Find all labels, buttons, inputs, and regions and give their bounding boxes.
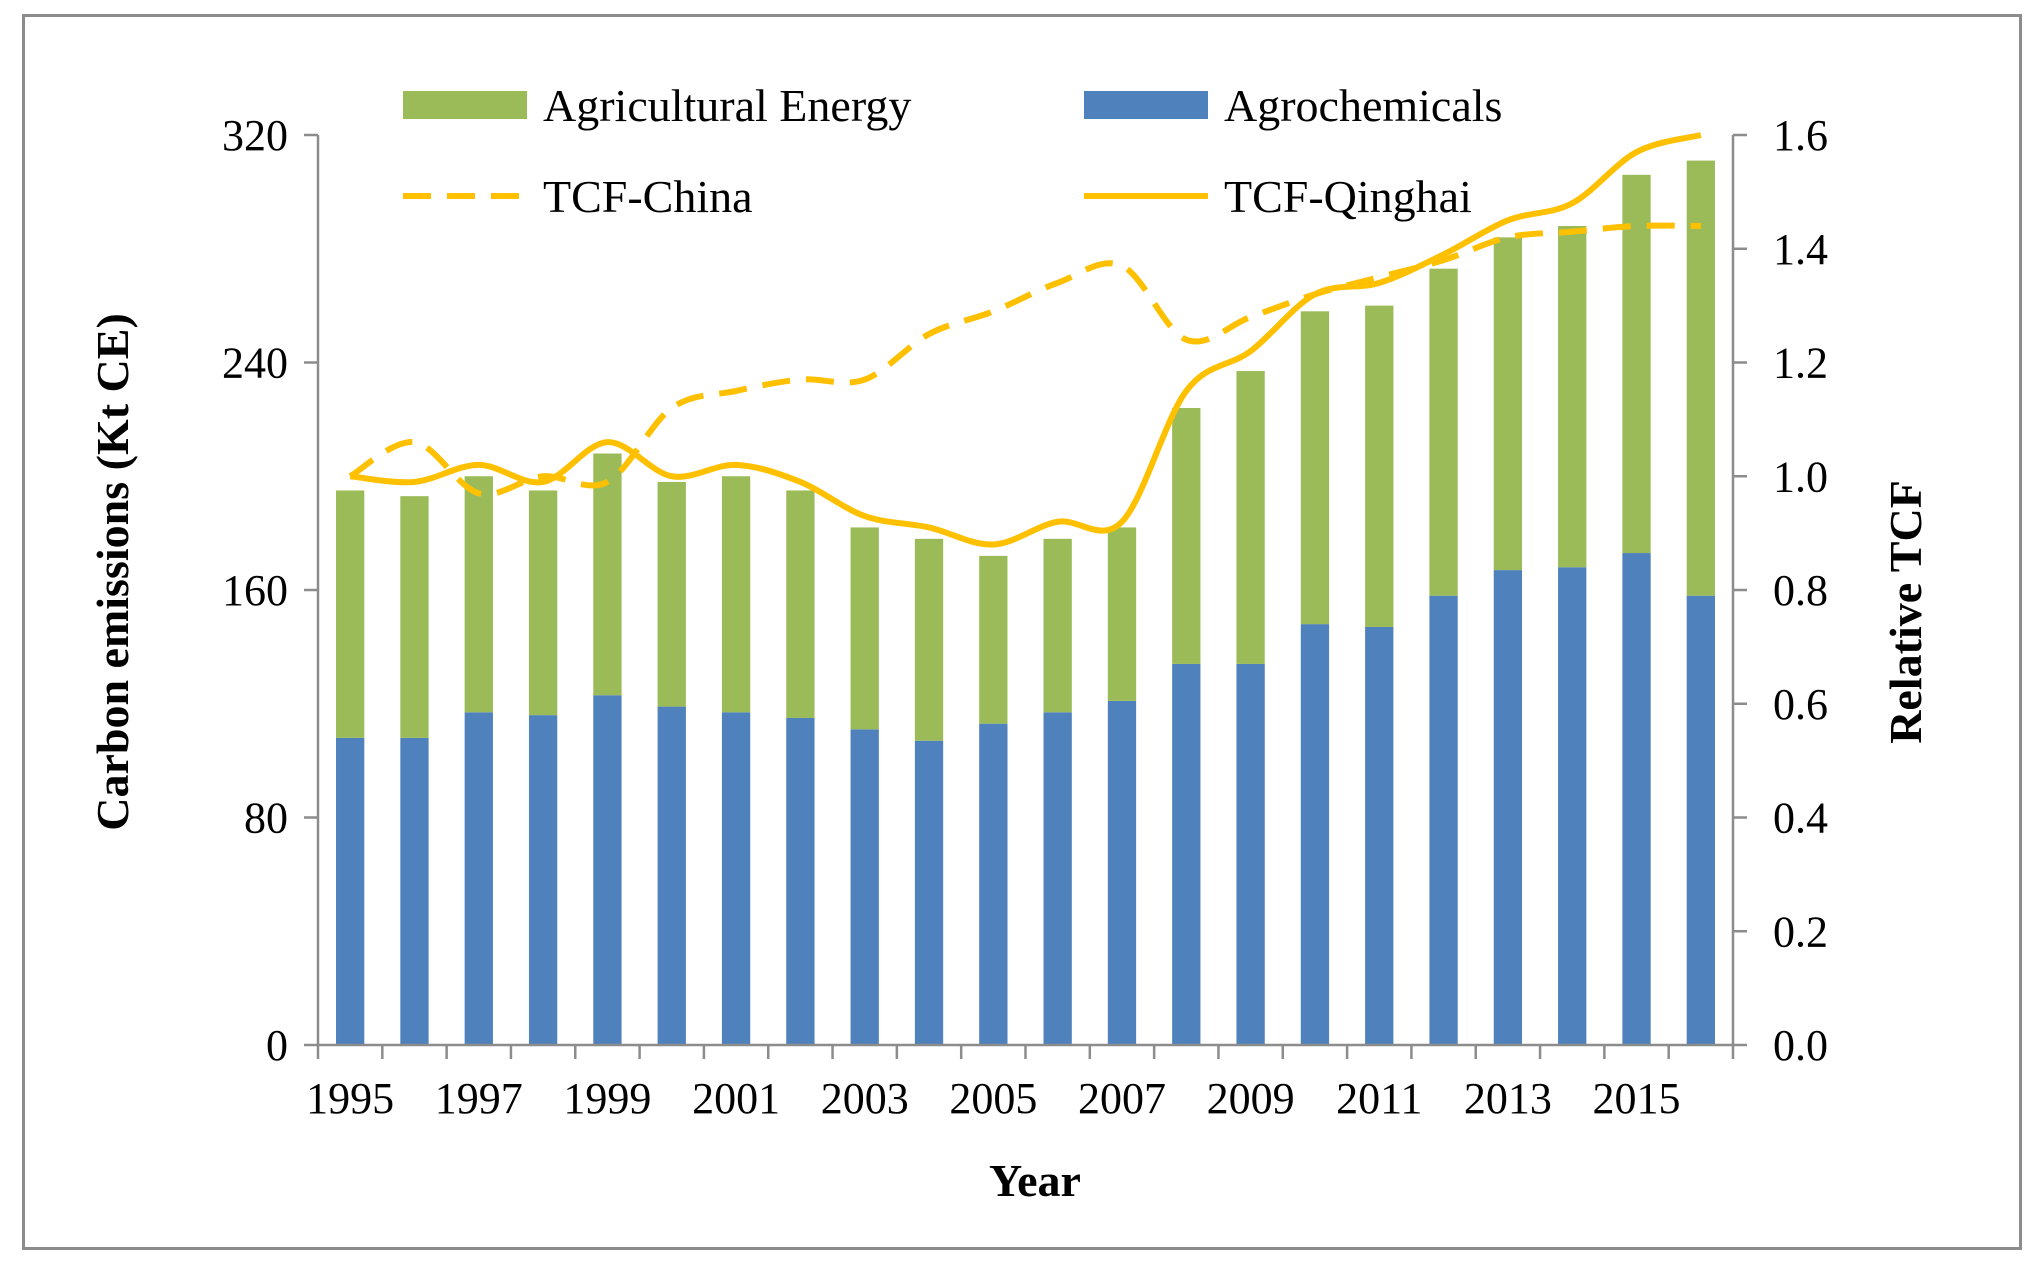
x-tick-label-2001: 2001 [692, 1074, 780, 1123]
bar-agrochemicals-1996 [400, 737, 429, 1045]
bar-agrochemicals-2015 [1622, 553, 1651, 1045]
bar-agricultural-energy-2016 [1686, 160, 1715, 596]
x-tick-label-2013: 2013 [1464, 1074, 1552, 1123]
y2-tick-label: 1.2 [1773, 339, 1828, 388]
bar-agricultural-energy-2014 [1558, 226, 1587, 568]
bar-agricultural-energy-2013 [1493, 237, 1523, 571]
bar-agricultural-energy-2012 [1429, 268, 1458, 596]
bar-agricultural-energy-2015 [1622, 174, 1651, 554]
bar-agrochemicals-1995 [336, 737, 365, 1045]
bar-agrochemicals-2009 [1236, 663, 1265, 1045]
bar-agricultural-energy-1996 [400, 496, 429, 738]
bar-agricultural-energy-1997 [464, 476, 493, 713]
legend: Agricultural Energy Agrochemicals TCF-Chin… [403, 80, 1502, 222]
bar-agrochemicals-2001 [721, 712, 751, 1045]
bar-agricultural-energy-2006 [1043, 538, 1072, 713]
legend-agrochemicals-label: Agrochemicals [1224, 80, 1502, 131]
bar-agrochemicals-1998 [528, 715, 558, 1045]
x-tick-label-2011: 2011 [1336, 1074, 1422, 1123]
x-axis-title: Year [989, 1155, 1081, 1206]
x-tick-label-1999: 1999 [563, 1074, 651, 1123]
y2-tick-label: 0.2 [1773, 907, 1828, 956]
y-tick-label: 240 [222, 339, 288, 388]
bar-agricultural-energy-2011 [1365, 305, 1394, 627]
bar-agrochemicals-2005 [979, 723, 1008, 1045]
y2-tick-label: 1.4 [1773, 225, 1828, 274]
bar-agricultural-energy-2008 [1172, 408, 1201, 664]
legend-agricultural-energy-label: Agricultural Energy [543, 80, 911, 131]
y2-axis-title: Relative TCF [1880, 480, 1931, 744]
x-tick-label-1997: 1997 [435, 1074, 523, 1123]
bar-agrochemicals-2014 [1558, 567, 1587, 1045]
bar-agrochemicals-2010 [1300, 624, 1330, 1045]
bar-agricultural-energy-2010 [1300, 311, 1330, 625]
bar-agricultural-energy-1998 [528, 490, 558, 716]
bar-agricultural-energy-1999 [593, 453, 622, 696]
bar-agrochemicals-1999 [593, 695, 622, 1045]
x-tick-label-2005: 2005 [949, 1074, 1037, 1123]
x-tick-label-1995: 1995 [306, 1074, 394, 1123]
bar-agrochemicals-2002 [786, 717, 815, 1045]
legend-tcf-china-label: TCF-China [543, 171, 753, 222]
y-axis-title: Carbon emissions (Kt CE) [87, 313, 138, 831]
bar-agrochemicals-2016 [1686, 595, 1715, 1045]
bar-agricultural-energy-2009 [1236, 371, 1265, 664]
y-tick-label: 80 [244, 794, 288, 843]
bar-agricultural-energy-2000 [657, 481, 686, 707]
y2-tick-label: 1.0 [1773, 452, 1828, 501]
line-tcf-china [348, 222, 1701, 498]
bar-agrochemicals-2007 [1107, 700, 1137, 1045]
x-tick-label-2009: 2009 [1207, 1074, 1295, 1123]
bar-agricultural-energy-2005 [979, 555, 1008, 724]
y2-tick-label: 0.6 [1773, 680, 1828, 729]
bar-agricultural-energy-2007 [1107, 527, 1137, 701]
bar-agricultural-energy-1995 [336, 490, 365, 738]
bar-agricultural-energy-2003 [850, 527, 879, 730]
bar-agricultural-energy-2004 [914, 538, 944, 741]
legend-agricultural-energy-swatch [403, 91, 527, 119]
bar-agrochemicals-2011 [1365, 626, 1394, 1045]
legend-tcf-qinghai-label: TCF-Qinghai [1224, 171, 1472, 222]
bar-agrochemicals-2008 [1172, 663, 1201, 1045]
bar-agrochemicals-2004 [914, 740, 944, 1045]
bar-agrochemicals-2013 [1493, 570, 1523, 1045]
y-tick-label: 160 [222, 566, 288, 615]
y2-tick-label: 0.0 [1773, 1021, 1828, 1070]
bar-agricultural-energy-2002 [786, 490, 815, 718]
bar-agrochemicals-2006 [1043, 712, 1072, 1045]
x-tick-label-2007: 2007 [1078, 1074, 1166, 1123]
bar-agrochemicals-2012 [1429, 595, 1458, 1045]
y2-tick-label: 1.6 [1773, 111, 1828, 160]
bar-agrochemicals-1997 [464, 712, 493, 1045]
bar-agrochemicals-2003 [850, 729, 879, 1045]
y-tick-label: 320 [222, 111, 288, 160]
y2-tick-label: 0.4 [1773, 794, 1828, 843]
x-tick-label-2015: 2015 [1593, 1074, 1681, 1123]
axes-layer: 0 80 160 240 320 0.0 0.2 0.4 0.6 0.8 1.0 1.2 1.4 1.6 1… [222, 111, 1828, 1123]
bars-layer [336, 160, 1715, 1045]
lines-layer [348, 132, 1702, 548]
legend-agrochemicals-swatch [1084, 91, 1208, 119]
bar-agricultural-energy-2001 [721, 476, 751, 713]
bar-agrochemicals-2000 [657, 706, 686, 1045]
y-tick-label: 0 [266, 1021, 288, 1070]
line-tcf-qinghai [349, 132, 1702, 548]
x-tick-label-2003: 2003 [821, 1074, 909, 1123]
y2-tick-label: 0.8 [1773, 566, 1828, 615]
